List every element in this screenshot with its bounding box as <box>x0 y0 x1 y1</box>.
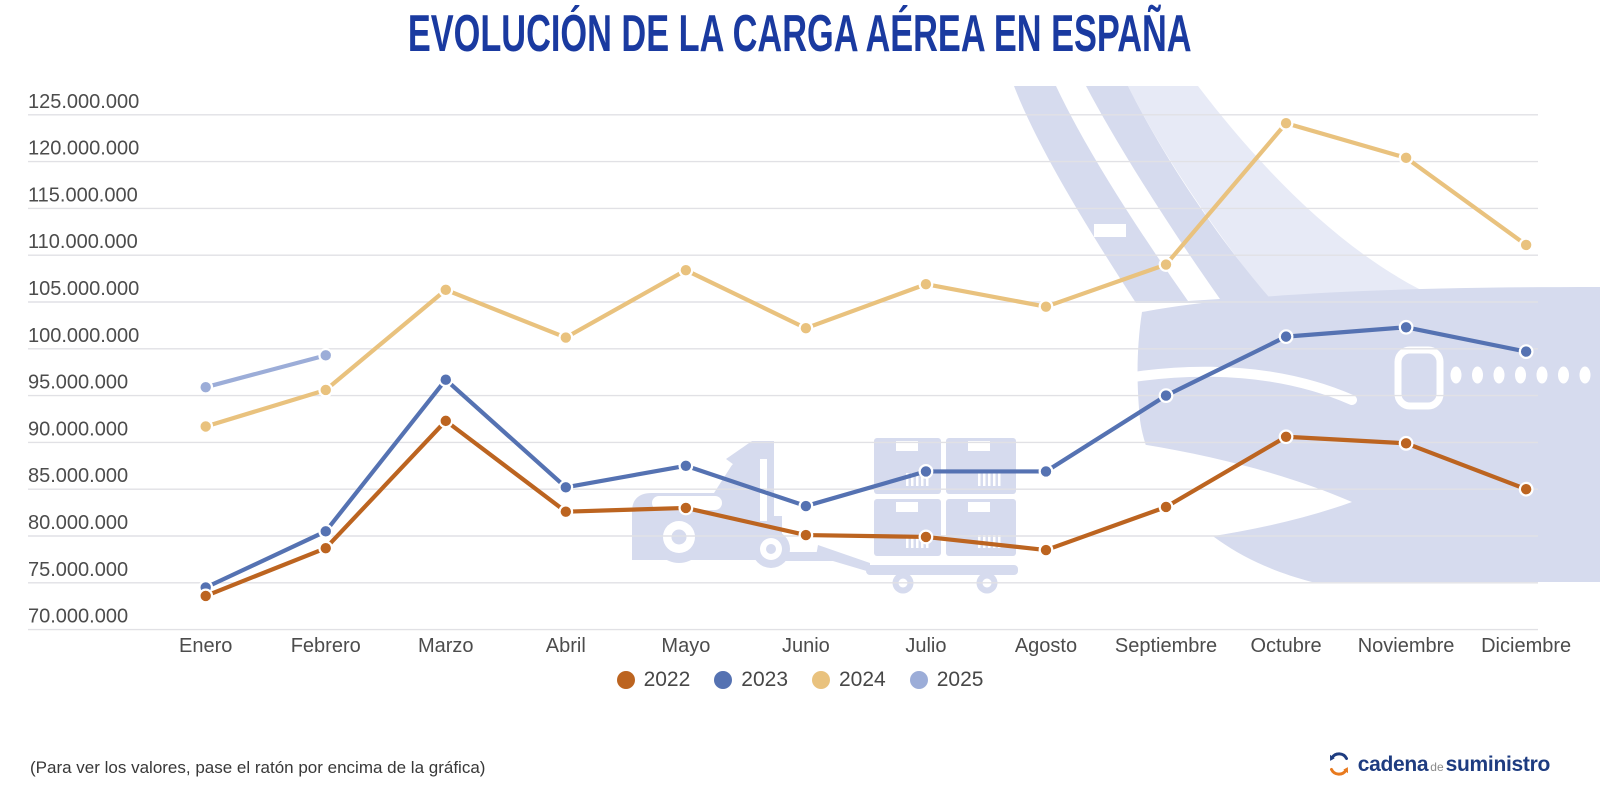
data-point-2023-Diciembre[interactable] <box>1518 344 1534 360</box>
legend-dot-2025 <box>909 671 928 689</box>
data-point-2022-Agosto[interactable] <box>1038 542 1054 558</box>
series-layer <box>198 115 1534 604</box>
data-point-2024-Marzo[interactable] <box>438 282 454 298</box>
x-axis-label: Diciembre <box>1481 635 1571 657</box>
y-tick-label: 70.000.000 <box>28 606 128 628</box>
x-axis-label: Julio <box>905 635 946 657</box>
data-point-2024-Octubre[interactable] <box>1278 115 1294 131</box>
data-point-2022-Septiembre[interactable] <box>1158 499 1174 515</box>
legend-item-2023: 2023 <box>714 668 788 692</box>
y-tick-label: 95.000.000 <box>28 372 128 394</box>
y-tick-label: 120.000.000 <box>28 138 139 160</box>
data-point-2024-Julio[interactable] <box>918 276 934 292</box>
data-point-2022-Diciembre[interactable] <box>1518 481 1534 497</box>
series-line-2024 <box>203 121 1529 429</box>
series-line-2025 <box>203 353 328 390</box>
series-line-2023 <box>203 325 1529 590</box>
logo-word-cadena: cadena <box>1357 752 1429 776</box>
data-point-2022-Febrero[interactable] <box>318 540 334 556</box>
data-point-2022-Mayo[interactable] <box>678 500 694 516</box>
axis-layer: 125.000.000 120.000.000 115.000.000 110.000… <box>28 91 1571 657</box>
series-2023 <box>198 319 1534 595</box>
data-point-2023-Julio[interactable] <box>918 464 934 479</box>
data-point-2022-Abril[interactable] <box>558 504 574 520</box>
y-tick-label: 105.000.000 <box>28 278 139 300</box>
data-point-2023-Octubre[interactable] <box>1278 329 1294 345</box>
data-point-2024-Febrero[interactable] <box>318 382 334 398</box>
data-point-2022-Julio[interactable] <box>918 529 934 545</box>
logo-word-suministro: suministro <box>1445 752 1551 776</box>
forklift-watermark <box>632 441 836 568</box>
airplane-door <box>1394 346 1444 410</box>
y-tick-label: 75.000.000 <box>28 559 128 581</box>
x-axis-label: Abril <box>546 635 586 657</box>
data-point-2024-Agosto[interactable] <box>1038 299 1054 315</box>
x-axis-label: Junio <box>782 635 830 657</box>
series-2022 <box>198 413 1534 604</box>
data-point-2024-Enero[interactable] <box>198 419 214 434</box>
hover-hint-note: (Para ver los valores, pase el ratón por… <box>30 758 486 777</box>
legend-dot-2023 <box>714 671 733 689</box>
series-2024 <box>198 115 1534 434</box>
data-point-2024-Junio[interactable] <box>798 320 814 336</box>
page-title-text: EVOLUCIÓN DE LA CARGA AÉREA EN ESPAÑA <box>408 5 1192 63</box>
x-axis-label: Mayo <box>661 635 710 657</box>
legend-label-2023: 2023 <box>741 668 788 691</box>
x-axis-label: Marzo <box>418 635 474 657</box>
legend-item-2022: 2022 <box>616 668 691 692</box>
series-line-2022 <box>203 418 1529 599</box>
data-point-2022-Junio[interactable] <box>798 527 814 543</box>
legend-dot-2022 <box>616 671 635 689</box>
y-tick-label: 100.000.000 <box>28 325 139 347</box>
data-point-2023-Noviembre[interactable] <box>1398 319 1414 335</box>
y-tick-label: 80.000.000 <box>28 512 128 534</box>
data-point-2024-Mayo[interactable] <box>678 262 694 278</box>
legend-dot-2024 <box>812 671 830 689</box>
legend-item-2025: 2025 <box>909 668 984 692</box>
data-point-2023-Agosto[interactable] <box>1038 464 1054 479</box>
cycle-arrows-icon <box>1329 752 1348 776</box>
x-axis-label: Agosto <box>1015 635 1077 657</box>
data-point-2025-Febrero[interactable] <box>318 347 334 363</box>
cadena-de-suministro-logo[interactable]: cadena de suministro <box>1327 752 1550 776</box>
airplane-windows <box>1450 366 1591 384</box>
x-axis-label: Septiembre <box>1115 635 1217 657</box>
data-point-2022-Marzo[interactable] <box>438 413 454 429</box>
y-tick-label: 115.000.000 <box>28 184 138 206</box>
y-tick-label: 85.000.000 <box>28 465 128 487</box>
data-point-2022-Noviembre[interactable] <box>1398 435 1414 451</box>
x-axis-label: Octubre <box>1250 635 1321 657</box>
data-point-2024-Noviembre[interactable] <box>1398 150 1414 166</box>
data-point-2024-Diciembre[interactable] <box>1518 237 1534 253</box>
data-point-2023-Septiembre[interactable] <box>1158 388 1174 404</box>
data-point-2024-Abril[interactable] <box>558 330 574 345</box>
y-tick-label: 125.000.000 <box>28 91 139 113</box>
data-point-2023-Abril[interactable] <box>558 479 574 495</box>
x-axis-label: Enero <box>179 635 232 657</box>
x-axis-label: Noviembre <box>1358 635 1455 657</box>
data-point-2023-Mayo[interactable] <box>678 458 694 474</box>
cargo-boxes-watermark <box>816 438 1018 594</box>
data-point-2023-Junio[interactable] <box>798 498 814 514</box>
data-point-2024-Septiembre[interactable] <box>1158 257 1174 272</box>
series-2025 <box>198 347 334 395</box>
data-point-2022-Enero[interactable] <box>198 588 214 604</box>
x-axis-label: Febrero <box>291 635 361 657</box>
legend-label-2025: 2025 <box>936 668 984 691</box>
data-point-2022-Octubre[interactable] <box>1278 429 1294 445</box>
chart-legend: 2022 2023 2024 2025 <box>0 668 1600 692</box>
logo-word-de: de <box>1430 759 1444 774</box>
legend-item-2024: 2024 <box>812 668 886 692</box>
data-point-2023-Febrero[interactable] <box>318 523 334 539</box>
legend-label-2024: 2024 <box>839 668 886 691</box>
y-tick-label: 110.000.000 <box>28 231 138 253</box>
legend-label-2022: 2022 <box>643 668 691 691</box>
data-point-2023-Marzo[interactable] <box>438 372 454 388</box>
data-point-2025-Enero[interactable] <box>198 379 214 395</box>
page-title: EVOLUCIÓN DE LA CARGA AÉREA EN ESPAÑA <box>0 6 1600 62</box>
y-tick-label: 90.000.000 <box>28 418 128 440</box>
